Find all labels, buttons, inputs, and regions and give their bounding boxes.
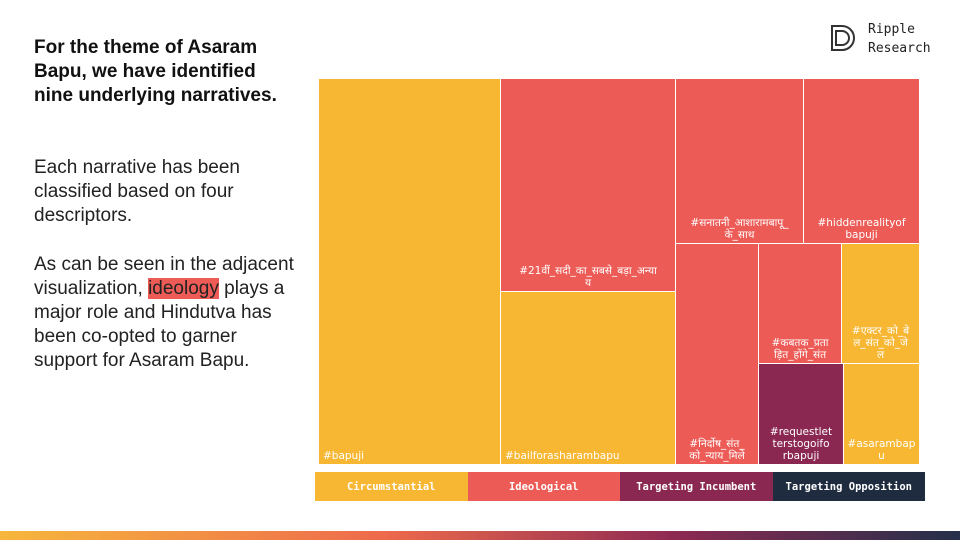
treemap-tile-label: #hiddenrealityof bapuji — [817, 217, 905, 241]
treemap-tile — [804, 79, 919, 243]
legend-item: Circumstantial — [315, 472, 468, 501]
treemap-tile — [501, 292, 675, 464]
brand-name: Ripple Research — [868, 20, 931, 58]
treemap-tile — [844, 364, 919, 464]
treemap-tile-label: #bailforasharambapu — [505, 450, 620, 462]
treemap-tile — [759, 244, 841, 363]
treemap-tile — [319, 79, 500, 464]
category-legend: Circumstantial Ideological Targeting Inc… — [315, 472, 925, 501]
treemap-tile-label: #एक्टर_को_बे ल_संत_को_जे ल — [852, 324, 910, 361]
treemap-tile — [676, 244, 758, 464]
brand-line-1: Ripple — [868, 22, 915, 37]
insight-text-start: As can be seen in the adjacent visualiza… — [34, 254, 294, 299]
treemap-tile — [501, 79, 675, 291]
ripple-logo-icon — [831, 25, 855, 51]
treemap-tile-label: #21वीं_सदी_का_सबसे_बड़ा_अन्या य — [519, 264, 657, 289]
legend-item: Targeting Incumbent — [620, 472, 773, 501]
treemap-tile — [842, 244, 919, 363]
insight-text-end: plays a major role and Hindutva has been… — [34, 278, 285, 371]
treemap-tile-label: #निर्दोष_संत_ को_न्याय_मिले — [689, 437, 745, 462]
insight-paragraph: As can be seen in the adjacent visualiza… — [34, 253, 294, 373]
treemap-tile-label: #सनातनी_आशारामबापू_ के_साथ — [690, 216, 789, 241]
treemap-tile-label: #asarambap u — [848, 438, 916, 462]
treemap-tile — [676, 79, 803, 243]
legend-item: Targeting Opposition — [772, 472, 925, 501]
brand-line-2: Research — [868, 41, 931, 56]
treemap-tile-label: #कबतक_प्रता ड़ित_होंगे_संत — [772, 337, 829, 361]
footer-gradient-bar — [0, 531, 960, 540]
ideology-highlight: ideology — [148, 278, 219, 299]
treemap-tile-label: #requestlet terstogoifo rbapuji — [770, 426, 832, 462]
page-heading: For the theme of Asaram Bapu, we have id… — [34, 37, 277, 106]
brand-logo: Ripple Research — [826, 20, 944, 60]
treemap-tile — [759, 364, 843, 464]
treemap-tile-label: #bapuji — [323, 450, 364, 462]
legend-item: Ideological — [467, 472, 620, 501]
description-paragraph: Each narrative has been classified based… — [34, 157, 240, 226]
